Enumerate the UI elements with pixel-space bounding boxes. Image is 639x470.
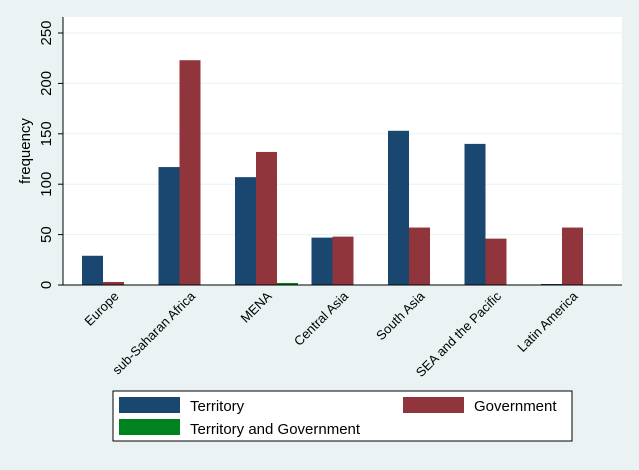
legend-swatch-territory-and-government: [119, 419, 180, 435]
bar-territory: [158, 167, 180, 285]
bar-territory: [541, 283, 562, 285]
legend-swatch-territory: [119, 397, 180, 413]
bar-government: [485, 238, 507, 285]
y-tick-label: 250: [38, 20, 55, 45]
bar-territory: [464, 143, 486, 285]
bar-territory: [235, 177, 256, 285]
y-axis-label: frequency: [17, 118, 34, 184]
y-tick-label: 0: [38, 281, 55, 289]
axes-layer: [62, 17, 622, 286]
bar-territory-and-government: [277, 282, 298, 285]
bar-government: [332, 236, 354, 285]
y-tick-label: 200: [38, 71, 55, 96]
bar-territory: [82, 255, 103, 285]
legend-box: [112, 390, 573, 442]
bar-territory: [388, 130, 409, 285]
legend-swatch-government: [403, 397, 464, 413]
legend-label-territory-and-government: Territory and Government: [190, 421, 361, 438]
bars-layer: [82, 60, 583, 285]
bar-government: [562, 227, 583, 285]
y-tick-label: 150: [38, 121, 55, 146]
legend-label-government: Government: [474, 398, 557, 415]
bar-government: [256, 151, 277, 285]
bar-territory: [311, 237, 333, 285]
y-tick-label: 100: [38, 172, 55, 197]
y-ticks-layer: 0 50 100 150 200 250: [38, 20, 63, 289]
bar-government: [103, 281, 124, 285]
y-tick-label: 50: [38, 226, 55, 243]
bar-government: [409, 227, 430, 285]
grid-layer: [63, 32, 622, 236]
legend: Territory Government Territory and Gover…: [112, 390, 573, 442]
bar-government: [179, 60, 201, 285]
legend-label-territory: Territory: [190, 398, 245, 415]
